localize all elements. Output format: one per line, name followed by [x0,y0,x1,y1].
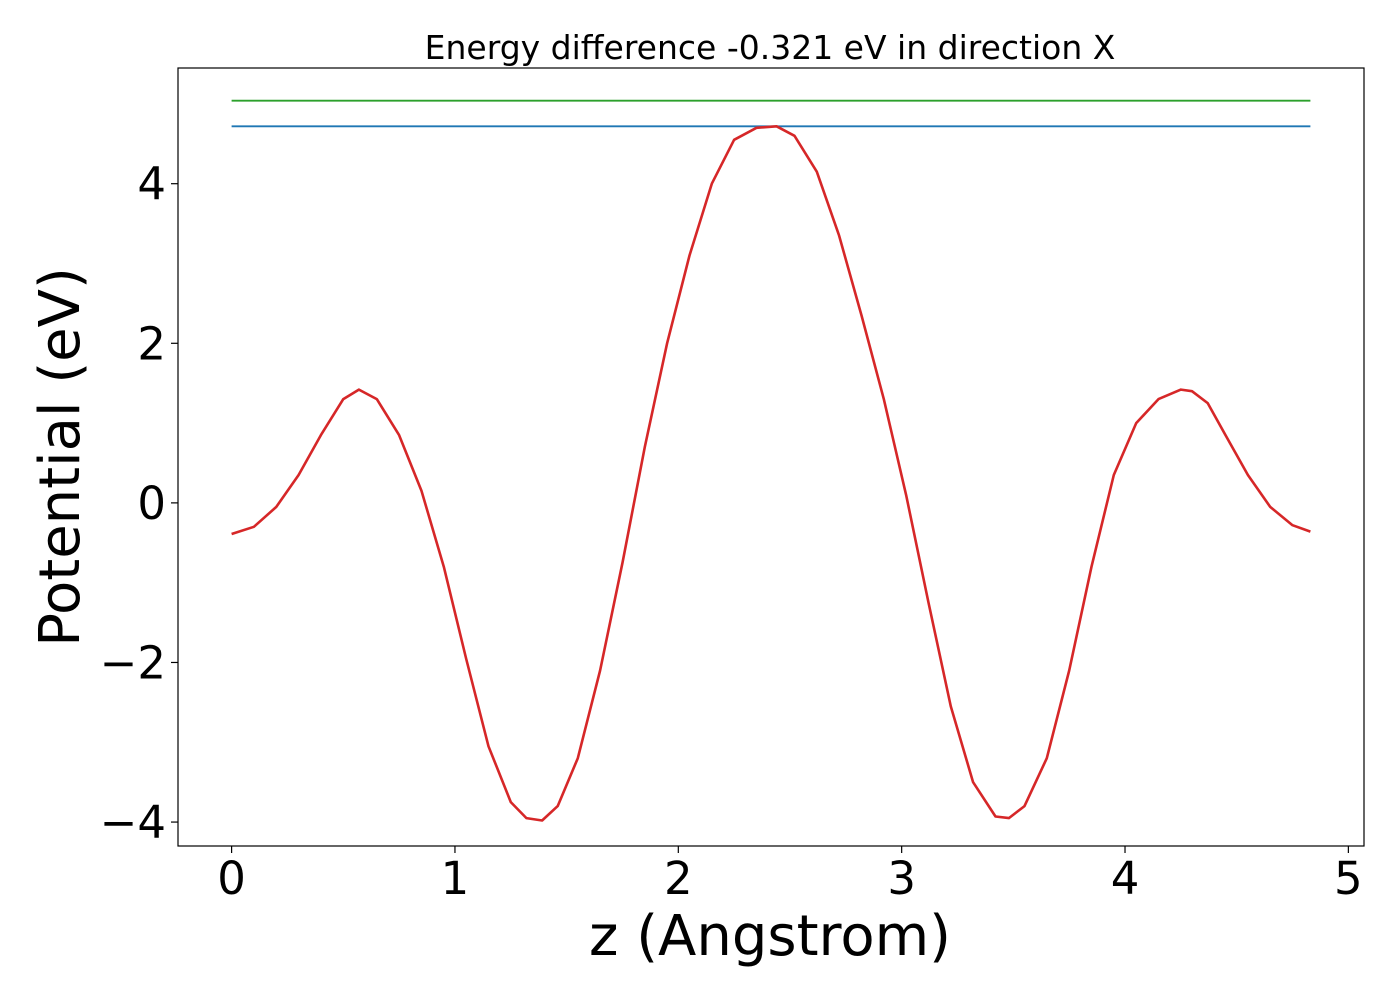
y-tick-label: −4 [100,796,166,849]
chart-title: Energy difference -0.321 eV in direction… [425,28,1116,67]
x-tick-label: 0 [217,852,246,905]
axes: 0 1 2 3 4 5 −4 −2 0 2 4 [100,67,1365,905]
y-tick-label: 0 [137,477,166,530]
series-line-2 [231,125,1311,822]
x-tick-label: 1 [441,852,470,905]
x-tick-label: 5 [1334,852,1363,905]
y-tick-label: −2 [100,636,166,689]
x-axis-label: z (Angstrom) [589,904,951,969]
x-tick-label: 4 [1111,852,1140,905]
y-tick-label: 2 [137,317,166,370]
plot-frame [177,67,1365,847]
y-axis-label: Potential (eV) [28,267,93,647]
plot-area [231,99,1311,822]
y-tick-label: 4 [137,158,166,211]
x-tick-label: 3 [887,852,916,905]
x-tick-label: 2 [664,852,693,905]
